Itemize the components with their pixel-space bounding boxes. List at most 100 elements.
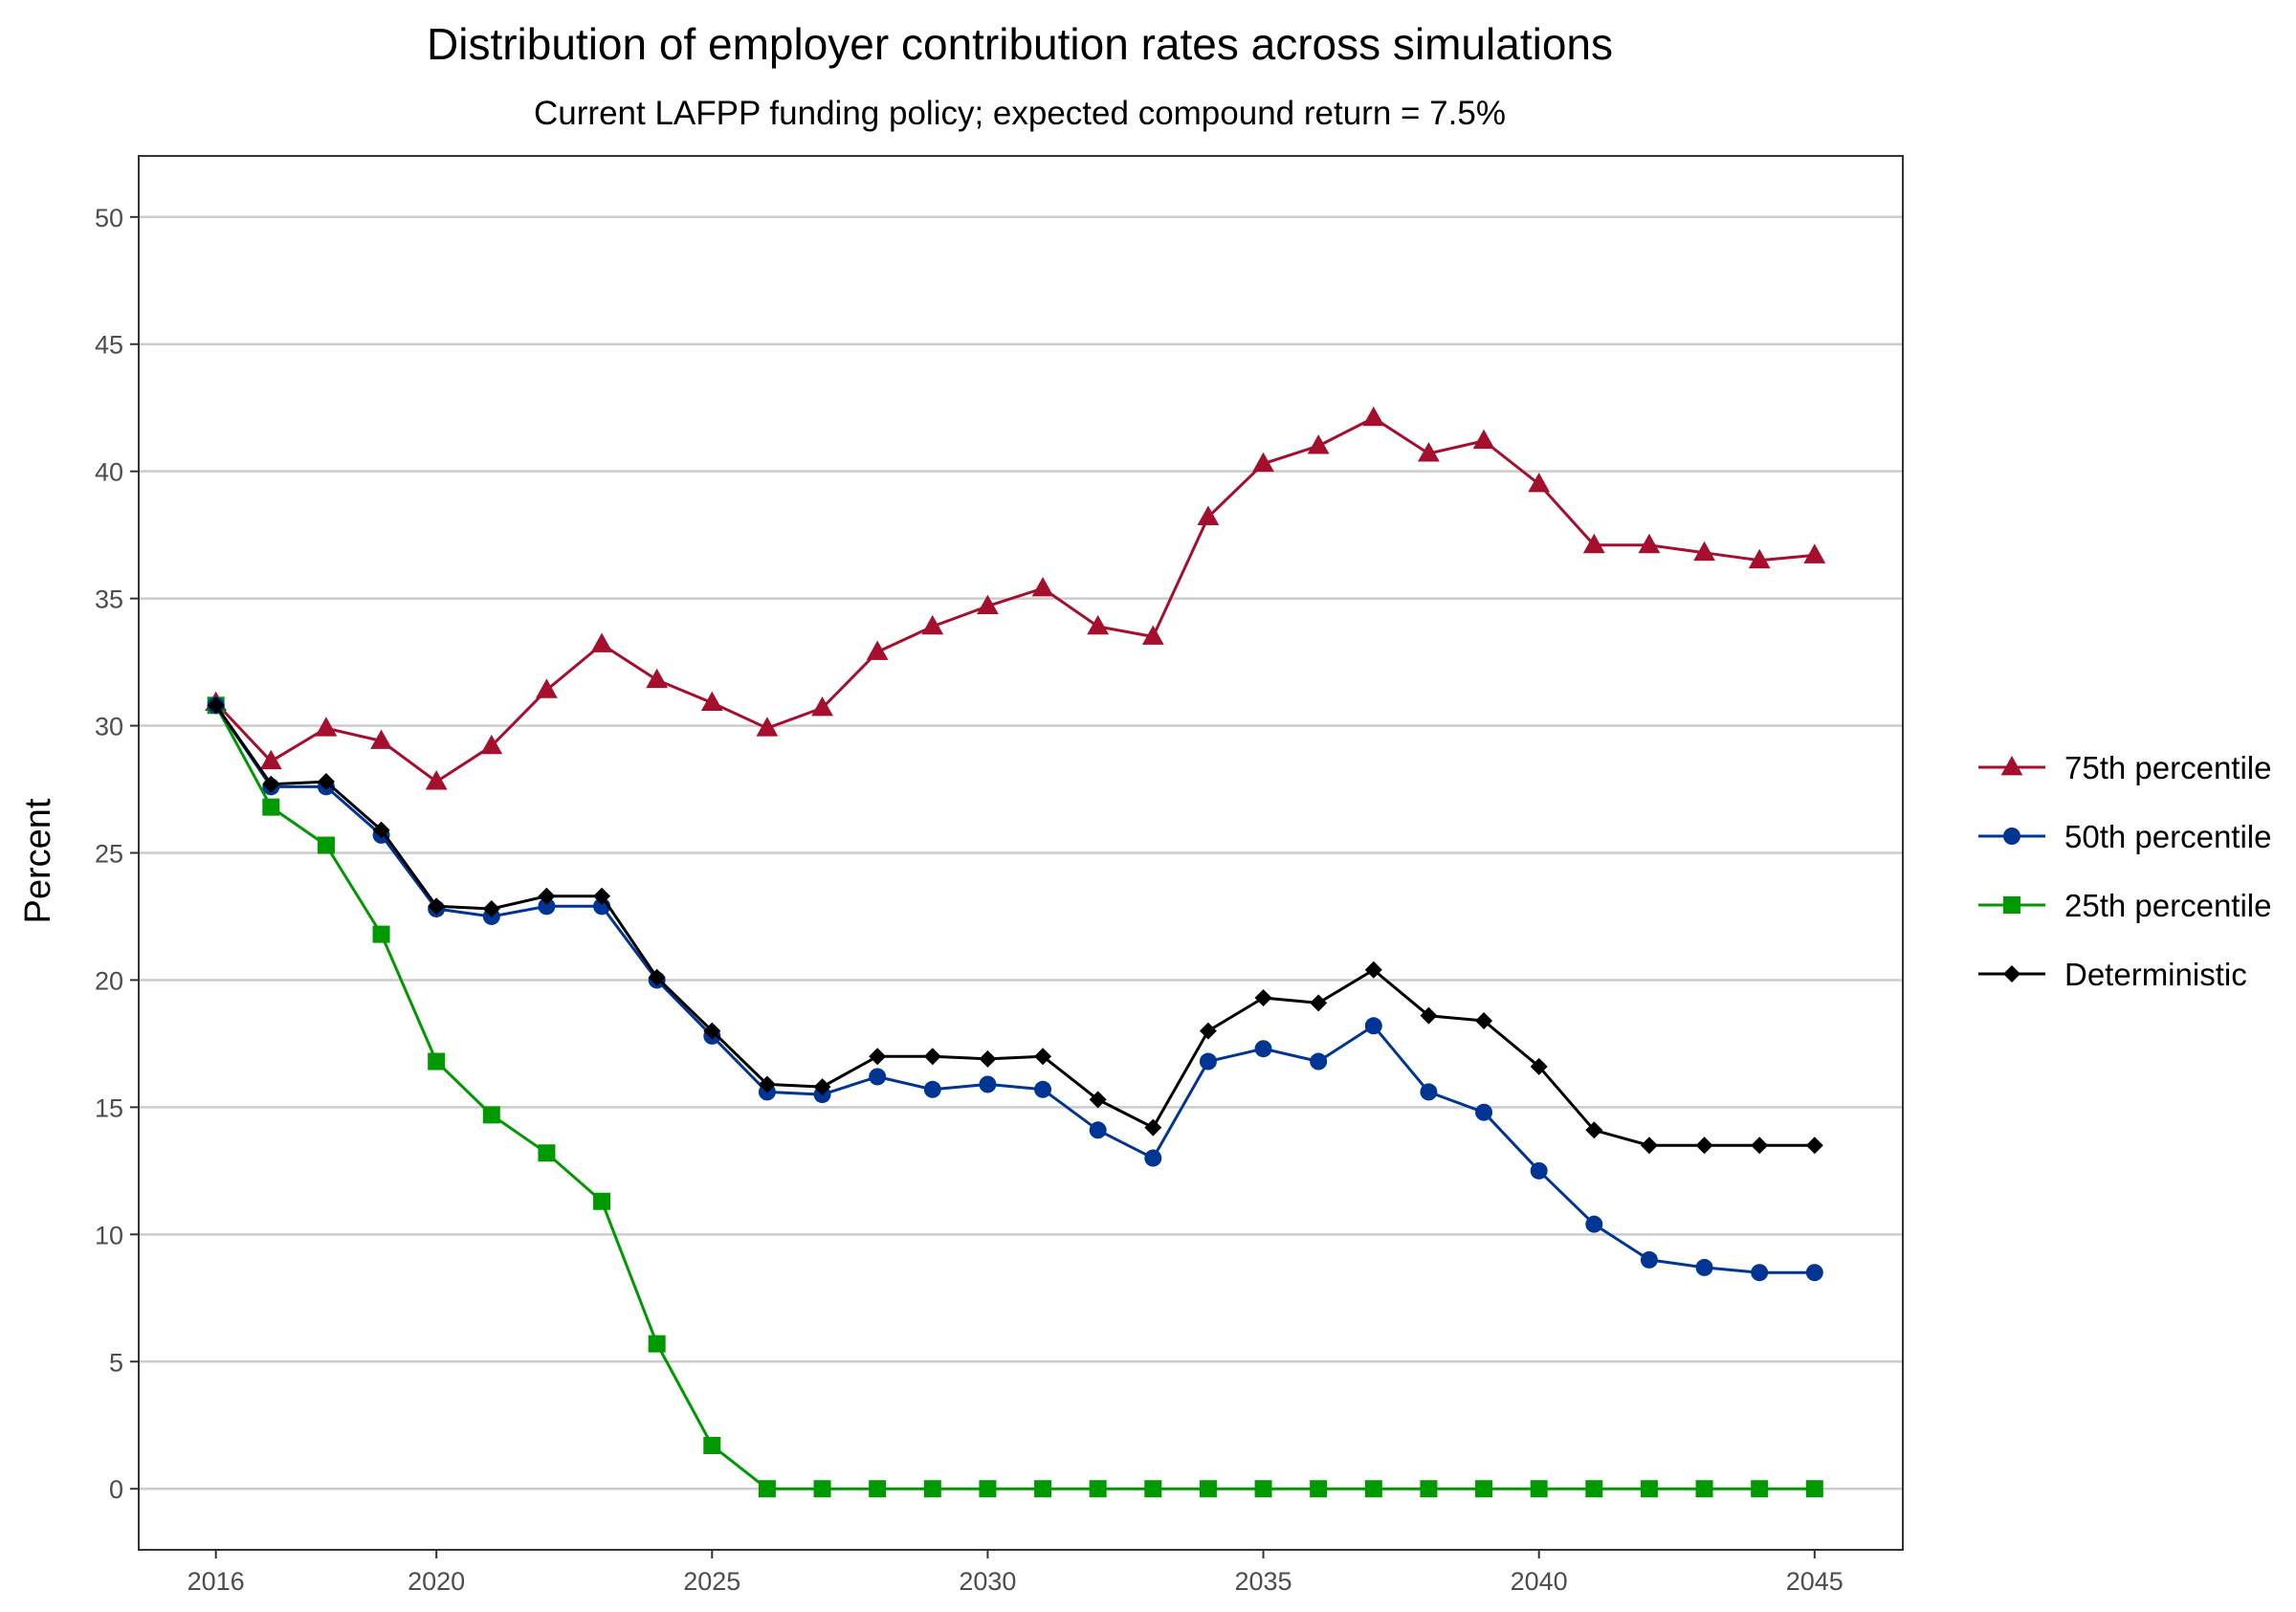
data-point bbox=[1199, 1480, 1217, 1498]
data-point bbox=[1640, 1137, 1658, 1155]
data-point bbox=[869, 1480, 887, 1498]
data-point bbox=[370, 729, 392, 749]
data-point bbox=[1144, 1480, 1162, 1498]
data-point bbox=[1034, 1048, 1052, 1066]
data-point bbox=[756, 717, 779, 737]
chart-subtitle: Current LAFPP funding policy; expected c… bbox=[534, 95, 1506, 132]
legend-item: 50th percentile bbox=[1978, 819, 2271, 854]
legend: 75th percentile 50th percentile 25th perce… bbox=[1978, 750, 2271, 992]
data-point bbox=[1254, 1040, 1272, 1058]
data-point bbox=[1144, 1118, 1162, 1137]
data-point bbox=[1585, 1215, 1603, 1233]
data-point bbox=[1640, 1480, 1658, 1498]
legend-swatch-marker bbox=[2003, 828, 2020, 845]
series-deterministic bbox=[207, 696, 1823, 1155]
x-tick-label: 2016 bbox=[188, 1567, 245, 1596]
series-50th-percentile bbox=[207, 696, 1823, 1282]
data-point bbox=[1364, 1480, 1382, 1498]
data-point bbox=[1751, 1480, 1769, 1498]
data-point bbox=[1530, 1480, 1548, 1498]
data-point bbox=[590, 632, 613, 652]
data-point bbox=[703, 1436, 721, 1454]
data-point bbox=[1364, 961, 1382, 979]
data-point bbox=[1254, 1480, 1272, 1498]
data-point bbox=[1695, 1258, 1713, 1276]
y-tick-label: 0 bbox=[109, 1475, 123, 1504]
data-point bbox=[1031, 576, 1054, 597]
data-point bbox=[1475, 1103, 1493, 1121]
data-point bbox=[1034, 1480, 1052, 1498]
data-point bbox=[1252, 452, 1274, 473]
data-point bbox=[593, 1192, 611, 1210]
data-point bbox=[1089, 1091, 1107, 1109]
data-point bbox=[538, 897, 556, 916]
x-tick-label: 2020 bbox=[408, 1567, 465, 1596]
data-point bbox=[1472, 429, 1495, 450]
data-point bbox=[593, 887, 611, 905]
data-point bbox=[1805, 1137, 1823, 1155]
data-point bbox=[482, 1106, 500, 1124]
data-point bbox=[1364, 1017, 1382, 1035]
data-point bbox=[1418, 442, 1440, 462]
data-point bbox=[1144, 1149, 1162, 1167]
data-point bbox=[1530, 1161, 1548, 1180]
data-point bbox=[1310, 1480, 1328, 1498]
data-point bbox=[921, 614, 944, 635]
data-point bbox=[758, 1480, 776, 1498]
data-point bbox=[372, 925, 390, 943]
data-point bbox=[1585, 1121, 1603, 1139]
series-line-25th-percentile bbox=[214, 704, 1815, 1491]
data-point bbox=[317, 836, 335, 854]
data-point bbox=[1695, 1137, 1713, 1155]
data-point bbox=[1420, 1480, 1438, 1498]
legend-swatch-marker bbox=[2003, 896, 2020, 914]
data-point bbox=[480, 734, 503, 755]
data-point bbox=[1475, 1011, 1493, 1029]
data-point bbox=[372, 821, 390, 839]
data-point bbox=[979, 1075, 997, 1093]
data-point bbox=[262, 798, 280, 816]
data-point bbox=[1640, 1250, 1658, 1269]
data-point bbox=[1530, 1057, 1548, 1075]
data-point bbox=[979, 1480, 997, 1498]
data-point bbox=[482, 899, 500, 917]
data-point bbox=[1582, 533, 1605, 554]
data-point bbox=[1141, 625, 1164, 645]
data-point bbox=[1475, 1480, 1493, 1498]
series-line-deterministic bbox=[214, 704, 1815, 1147]
legend-label: Deterministic bbox=[2064, 957, 2247, 992]
series-25th-percentile bbox=[207, 696, 1823, 1498]
data-point bbox=[1751, 1264, 1769, 1282]
data-point bbox=[1310, 994, 1328, 1012]
data-point bbox=[538, 887, 556, 905]
data-point bbox=[646, 668, 669, 689]
legend-label: 50th percentile bbox=[2064, 819, 2271, 854]
data-point bbox=[1089, 1121, 1107, 1139]
data-point bbox=[536, 678, 558, 698]
data-point bbox=[538, 1144, 556, 1162]
data-point bbox=[758, 1075, 776, 1093]
data-point bbox=[1034, 1080, 1052, 1098]
data-point bbox=[1089, 1480, 1107, 1498]
data-point bbox=[428, 1052, 446, 1071]
data-point bbox=[1087, 614, 1110, 635]
data-point bbox=[648, 1335, 666, 1353]
y-tick-label: 30 bbox=[95, 713, 123, 741]
data-point bbox=[1199, 1052, 1217, 1071]
gridlines bbox=[139, 215, 1903, 1491]
series-75th-percentile bbox=[205, 406, 1826, 790]
x-tick-label: 2040 bbox=[1511, 1567, 1568, 1596]
data-point bbox=[317, 773, 335, 791]
data-point bbox=[1254, 989, 1272, 1007]
data-point bbox=[1803, 543, 1826, 563]
data-point bbox=[1693, 541, 1715, 562]
legend-label: 75th percentile bbox=[2064, 750, 2271, 785]
data-point bbox=[700, 691, 723, 712]
y-tick-label: 40 bbox=[95, 458, 123, 487]
data-point bbox=[811, 696, 833, 717]
legend-item: 75th percentile bbox=[1978, 750, 2271, 785]
data-point bbox=[977, 594, 999, 615]
y-tick-label: 25 bbox=[95, 840, 123, 869]
